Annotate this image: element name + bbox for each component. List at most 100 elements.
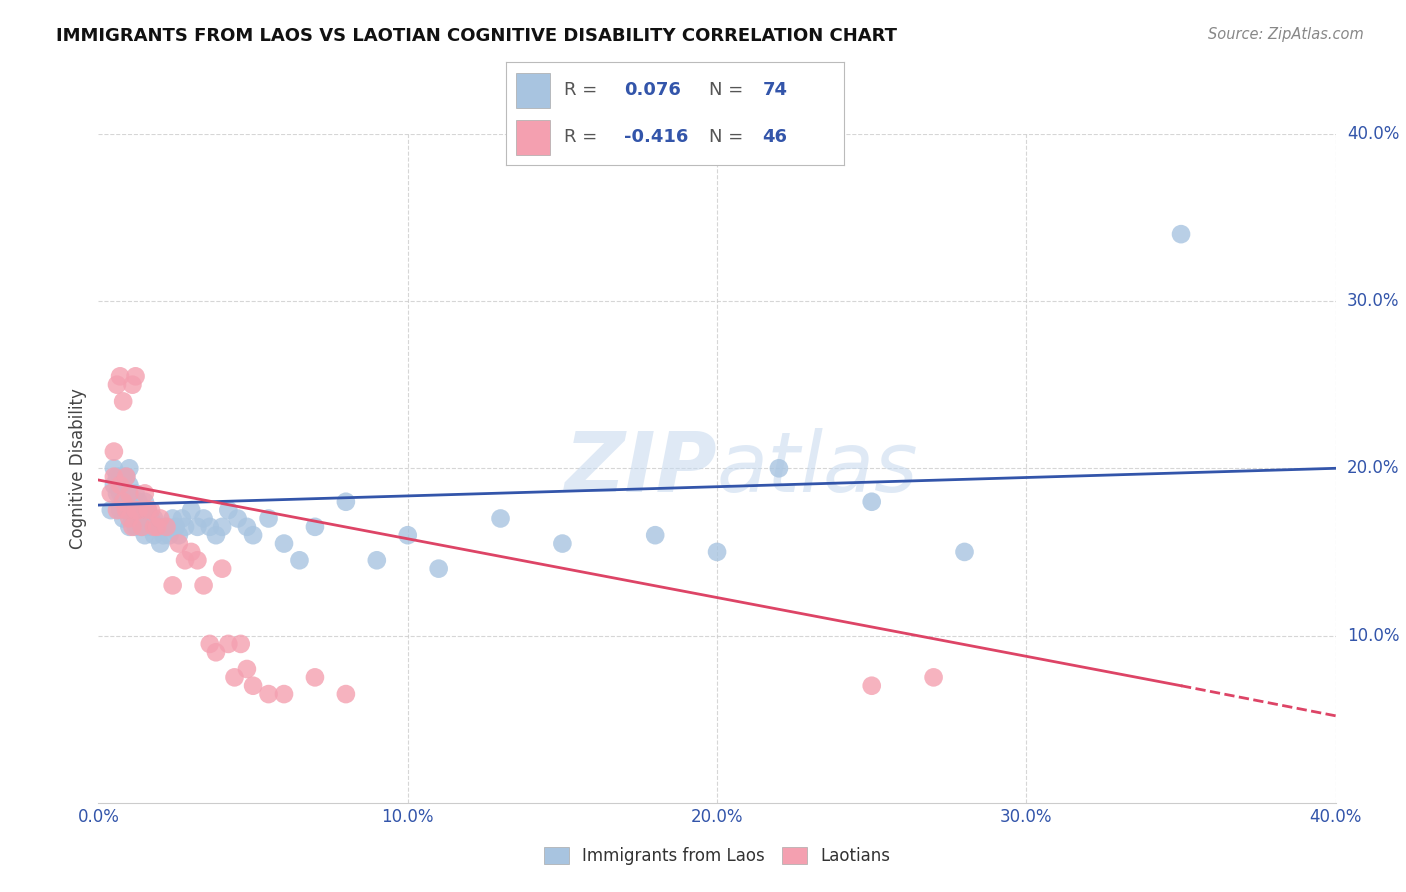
Point — [118, 486, 141, 500]
Point — [205, 528, 228, 542]
Point — [131, 520, 153, 534]
Point — [953, 545, 976, 559]
Point — [149, 536, 172, 550]
Point — [304, 520, 326, 534]
Point — [103, 469, 125, 483]
Point — [186, 553, 208, 567]
Text: N =: N = — [709, 81, 742, 99]
Point — [193, 511, 215, 525]
Point — [134, 511, 156, 525]
Point — [180, 503, 202, 517]
Point — [242, 528, 264, 542]
Point — [149, 520, 172, 534]
Point — [124, 503, 146, 517]
Point — [134, 486, 156, 500]
Point — [273, 536, 295, 550]
Point — [217, 503, 239, 517]
Point — [103, 444, 125, 458]
Point — [335, 687, 357, 701]
Point — [121, 377, 143, 392]
Point — [115, 486, 138, 500]
Point — [155, 520, 177, 534]
Point — [155, 520, 177, 534]
Point — [143, 528, 166, 542]
Point — [118, 486, 141, 500]
Point — [174, 520, 197, 534]
Point — [706, 545, 728, 559]
Point — [128, 503, 150, 517]
Point — [167, 528, 190, 542]
Bar — [516, 73, 550, 108]
Point — [257, 511, 280, 525]
Point — [146, 520, 169, 534]
Point — [112, 494, 135, 508]
Point — [226, 511, 249, 525]
Text: Source: ZipAtlas.com: Source: ZipAtlas.com — [1208, 27, 1364, 42]
Point — [108, 369, 131, 384]
Point — [124, 486, 146, 500]
Text: R =: R = — [564, 81, 596, 99]
Point — [139, 511, 162, 525]
Text: ZIP: ZIP — [564, 428, 717, 508]
Point — [180, 545, 202, 559]
Point — [162, 578, 184, 592]
Text: N =: N = — [709, 128, 742, 146]
Point — [186, 520, 208, 534]
Point — [108, 503, 131, 517]
Point — [143, 520, 166, 534]
Point — [100, 503, 122, 517]
Point — [103, 478, 125, 492]
Legend: Immigrants from Laos, Laotians: Immigrants from Laos, Laotians — [537, 840, 897, 871]
Point — [118, 503, 141, 517]
Point — [118, 520, 141, 534]
Point — [124, 520, 146, 534]
Point — [152, 528, 174, 542]
Point — [396, 528, 419, 542]
Point — [236, 662, 259, 676]
Point — [105, 469, 128, 483]
Point — [217, 637, 239, 651]
Point — [159, 528, 181, 542]
Point — [768, 461, 790, 475]
Point — [162, 511, 184, 525]
Point — [112, 486, 135, 500]
Point — [112, 469, 135, 483]
Point — [115, 503, 138, 517]
Text: 30.0%: 30.0% — [1347, 292, 1399, 310]
Point — [224, 670, 246, 684]
Point — [115, 469, 138, 483]
Point — [121, 511, 143, 525]
Point — [922, 670, 945, 684]
Point — [128, 494, 150, 508]
Point — [366, 553, 388, 567]
Point — [108, 478, 131, 492]
Point — [108, 469, 131, 483]
Point — [860, 494, 883, 508]
Point — [136, 503, 159, 517]
Text: 74: 74 — [762, 81, 787, 99]
Point — [167, 536, 190, 550]
Point — [149, 511, 172, 525]
Point — [103, 461, 125, 475]
Point — [112, 511, 135, 525]
Point — [205, 645, 228, 659]
Text: atlas: atlas — [717, 428, 918, 508]
Point — [288, 553, 311, 567]
Point — [134, 494, 156, 508]
Text: IMMIGRANTS FROM LAOS VS LAOTIAN COGNITIVE DISABILITY CORRELATION CHART: IMMIGRANTS FROM LAOS VS LAOTIAN COGNITIV… — [56, 27, 897, 45]
Point — [229, 637, 252, 651]
Point — [335, 494, 357, 508]
Point — [193, 578, 215, 592]
Point — [860, 679, 883, 693]
Point — [198, 637, 221, 651]
Point — [211, 562, 233, 576]
Point — [124, 503, 146, 517]
Point — [146, 520, 169, 534]
Point — [139, 503, 162, 517]
Point — [105, 486, 128, 500]
Point — [112, 394, 135, 409]
Point — [143, 511, 166, 525]
Text: 40.0%: 40.0% — [1347, 125, 1399, 143]
Point — [124, 369, 146, 384]
Point — [118, 511, 141, 525]
